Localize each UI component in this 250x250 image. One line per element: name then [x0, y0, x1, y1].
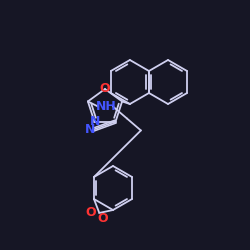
Text: O: O — [98, 212, 108, 226]
Text: NH: NH — [96, 100, 116, 113]
Text: O: O — [86, 206, 96, 220]
Text: N: N — [84, 123, 95, 136]
Text: O: O — [100, 82, 110, 96]
Text: N: N — [90, 115, 101, 128]
